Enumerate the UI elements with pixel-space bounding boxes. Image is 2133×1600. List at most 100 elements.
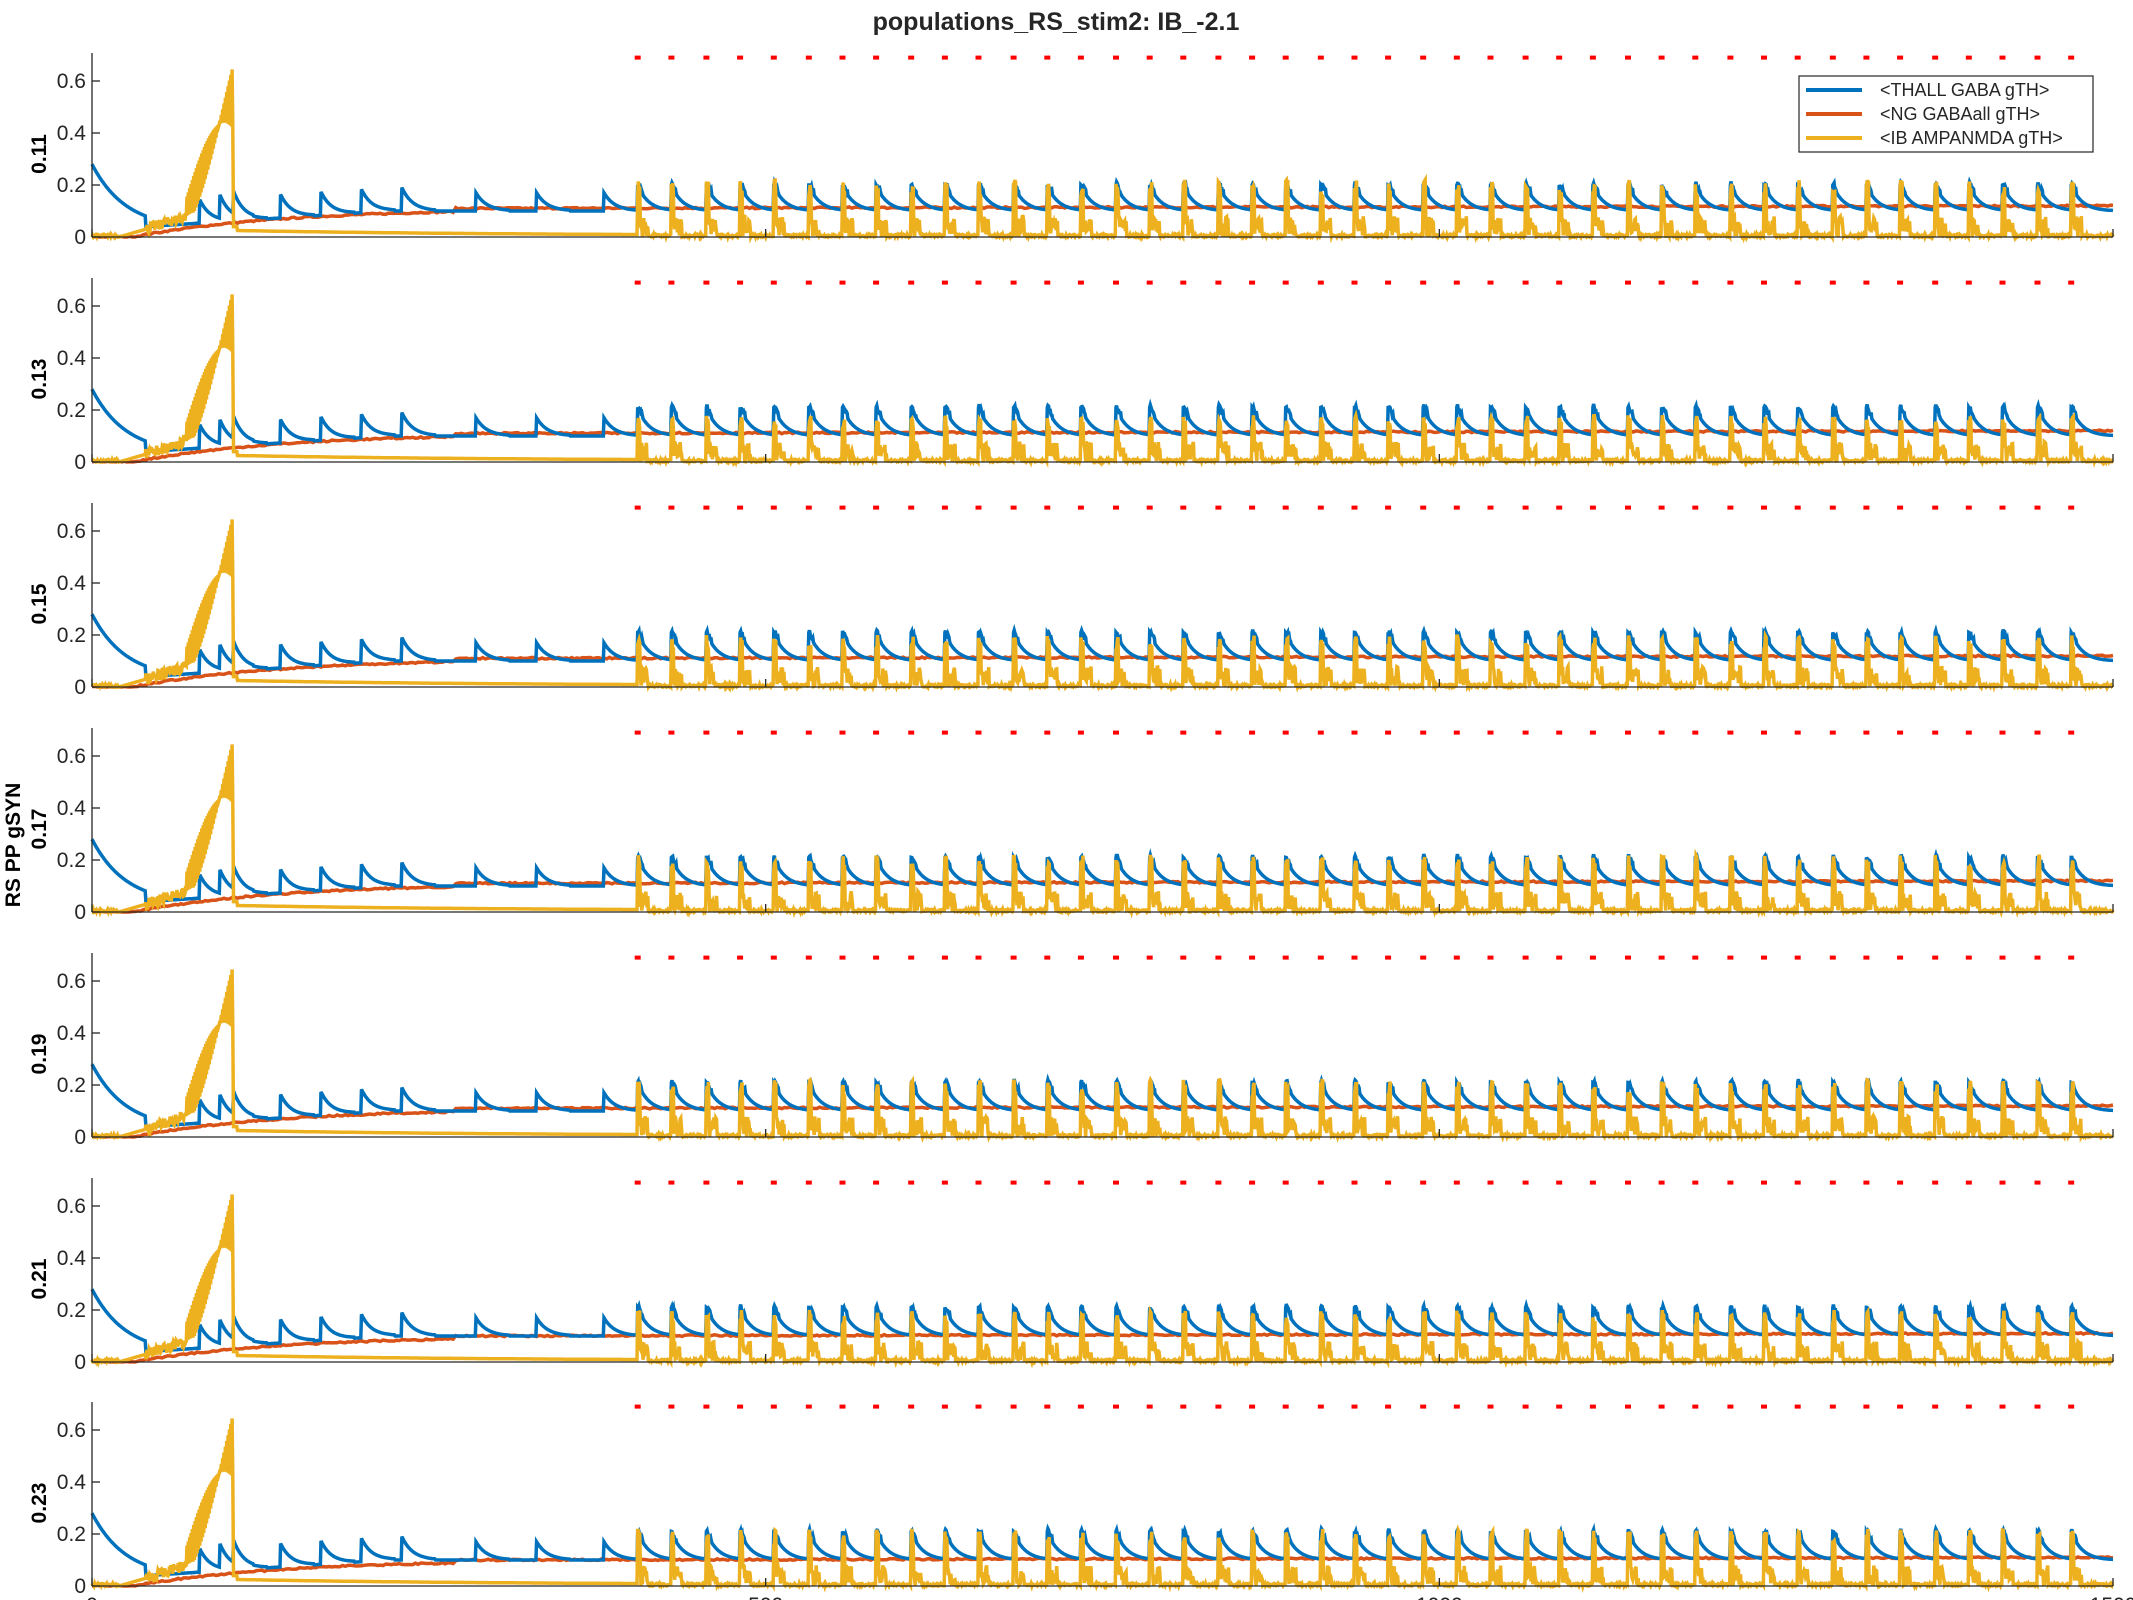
y-tick-label: 0 — [74, 901, 86, 924]
legend: <THALL GABA gTH> <NG GABAall gTH> <IB AMPA… — [1798, 75, 2094, 153]
stim-marker-5 — [770, 1180, 777, 1185]
stim-marker-15 — [1113, 1404, 1119, 1409]
stim-marker-41 — [1999, 55, 2006, 60]
stim-marker-41 — [1999, 1404, 2006, 1409]
stim-marker-7 — [839, 280, 846, 285]
figure-ylabel: RS PP gSYN — [2, 783, 25, 907]
stim-marker-31 — [1658, 55, 1665, 60]
stim-marker-24 — [1420, 280, 1427, 285]
stim-marker-10 — [941, 505, 948, 510]
stim-marker-13 — [1044, 730, 1051, 735]
stim-marker-18 — [1215, 730, 1222, 735]
stim-marker-9 — [908, 505, 915, 510]
stim-marker-8 — [873, 955, 880, 960]
stim-marker-9 — [908, 280, 915, 285]
stim-marker-35 — [1794, 955, 1801, 960]
stim-marker-18 — [1215, 1404, 1222, 1409]
stim-marker-42 — [2034, 55, 2041, 60]
stim-marker-24 — [1420, 730, 1427, 735]
stim-marker-33 — [1727, 505, 1734, 510]
stim-marker-1 — [634, 1404, 641, 1409]
stim-marker-43 — [2068, 280, 2075, 285]
stim-marker-30 — [1625, 1404, 1631, 1409]
stim-marker-15 — [1113, 1180, 1119, 1185]
stim-marker-10 — [941, 1180, 948, 1185]
stim-marker-22 — [1351, 280, 1358, 285]
stim-marker-33 — [1727, 955, 1734, 960]
stim-marker-36 — [1829, 280, 1836, 285]
stim-marker-3 — [703, 955, 710, 960]
stim-marker-13 — [1044, 955, 1051, 960]
stim-marker-30 — [1625, 505, 1631, 510]
stim-marker-36 — [1829, 1180, 1836, 1185]
stim-marker-5 — [770, 730, 777, 735]
stim-marker-4 — [737, 1404, 744, 1409]
stim-marker-12 — [1010, 730, 1017, 735]
series-thall-line — [90, 388, 2113, 454]
stim-marker-40 — [1965, 505, 1972, 510]
panel-label: 0.17 — [28, 809, 51, 850]
stim-marker-24 — [1420, 1404, 1427, 1409]
stim-marker-3 — [703, 505, 710, 510]
stim-marker-7 — [839, 505, 846, 510]
stim-marker-38 — [1897, 505, 1904, 510]
stim-marker-28 — [1556, 955, 1563, 960]
series-ib-line — [90, 969, 2115, 1144]
y-tick-label: 0.4 — [57, 572, 87, 595]
stim-marker-21 — [1317, 1404, 1324, 1409]
stim-marker-30 — [1625, 1180, 1631, 1185]
panel-7: 0 0.2 0.4 0.6 0.23 — [28, 1402, 2115, 1598]
stim-marker-14 — [1077, 55, 1084, 60]
panel-label: 0.21 — [28, 1258, 51, 1299]
stim-marker-37 — [1863, 1404, 1870, 1409]
stim-marker-17 — [1180, 1180, 1187, 1185]
stim-marker-37 — [1863, 955, 1870, 960]
y-tick-label: 0.2 — [57, 174, 86, 197]
stim-marker-42 — [2034, 1404, 2041, 1409]
stim-marker-16 — [1146, 280, 1153, 285]
stim-marker-1 — [634, 955, 641, 960]
y-tick-label: 0 — [74, 451, 86, 474]
stim-marker-8 — [873, 1404, 880, 1409]
stim-marker-22 — [1351, 505, 1358, 510]
stim-marker-38 — [1897, 280, 1904, 285]
stim-marker-10 — [941, 55, 948, 60]
stim-marker-20 — [1282, 505, 1289, 510]
stim-marker-33 — [1727, 55, 1734, 60]
stim-marker-5 — [770, 1404, 777, 1409]
stim-marker-14 — [1077, 730, 1084, 735]
stim-marker-31 — [1658, 280, 1665, 285]
stim-marker-36 — [1829, 955, 1836, 960]
stim-marker-34 — [1761, 730, 1767, 735]
stim-marker-16 — [1146, 1404, 1153, 1409]
stim-marker-27 — [1522, 1180, 1529, 1185]
stim-marker-37 — [1863, 730, 1870, 735]
stim-marker-19 — [1249, 730, 1256, 735]
stim-marker-22 — [1351, 730, 1358, 735]
stim-marker-6 — [805, 280, 812, 285]
stim-marker-1 — [634, 1180, 641, 1185]
stim-marker-29 — [1589, 955, 1596, 960]
stim-marker-37 — [1863, 55, 1870, 60]
stim-marker-29 — [1589, 1180, 1596, 1185]
series-thall-line — [90, 838, 2113, 904]
panel-4: 0 0.2 0.4 0.6 0.17 — [28, 728, 2115, 924]
stim-marker-29 — [1589, 505, 1596, 510]
stim-marker-10 — [941, 1404, 948, 1409]
stim-marker-15 — [1113, 505, 1119, 510]
stim-marker-18 — [1215, 280, 1222, 285]
stim-marker-20 — [1282, 1180, 1289, 1185]
stim-marker-27 — [1522, 280, 1529, 285]
series-thall-line — [90, 1288, 2113, 1354]
panel-5: 0 0.2 0.4 0.6 0.19 — [28, 953, 2115, 1149]
stim-marker-31 — [1658, 505, 1665, 510]
stim-marker-20 — [1282, 1404, 1289, 1409]
stim-marker-12 — [1010, 280, 1017, 285]
y-tick-label: 0.6 — [57, 70, 86, 93]
stim-marker-25 — [1453, 730, 1460, 735]
stim-marker-29 — [1589, 730, 1596, 735]
stim-marker-3 — [703, 730, 710, 735]
series-ib-line — [91, 744, 2115, 919]
stim-marker-38 — [1897, 1404, 1904, 1409]
y-tick-label: 0.2 — [57, 1299, 86, 1322]
